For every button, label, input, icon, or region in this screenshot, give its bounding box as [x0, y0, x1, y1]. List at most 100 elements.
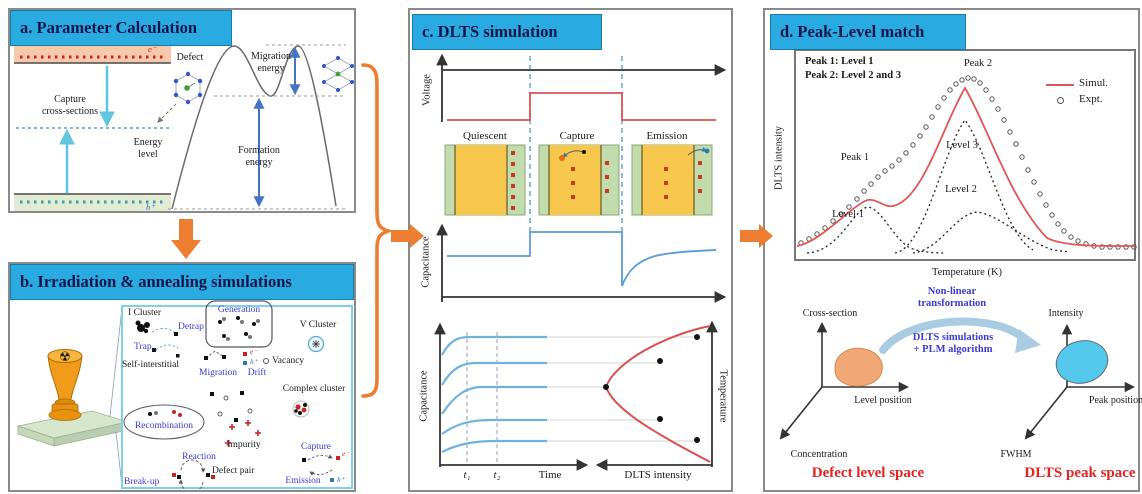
phase-capture-label: Capture — [559, 130, 595, 142]
t2-label: t₂ — [493, 469, 501, 481]
note-peak1: Peak 1: Level 1 — [805, 56, 874, 67]
peak1-label: Peak 1 — [840, 152, 870, 163]
defect-label: Defect — [176, 52, 204, 63]
brace-ab-group — [361, 63, 394, 398]
level3-label: Level 3 — [946, 140, 978, 151]
emission-label: Emission — [285, 476, 321, 486]
capture-electron-dot — [336, 456, 340, 460]
detrap-label: Detrap — [178, 322, 204, 332]
radiation-source: ☢ — [47, 349, 83, 421]
panel-b-title: b. Irradiation & annealing simulations — [20, 272, 292, 291]
migration-label: Migration — [199, 368, 237, 378]
capture-electron-symbol: e⁻ — [342, 449, 350, 458]
process-box — [121, 305, 353, 489]
trap-label: Trap — [134, 342, 152, 352]
legend-expt-marker — [1057, 97, 1064, 104]
concentration-axis-label: Concentration — [790, 449, 848, 460]
recombination-label: Recombination — [134, 421, 194, 431]
transformation-arc-head — [1015, 329, 1041, 353]
complex-cluster-icon — [292, 400, 310, 418]
peak-space-blob — [1055, 340, 1109, 384]
panel-dlts-simulation: c. DLTS simulation Voltage Quiescent Cap… — [408, 8, 733, 492]
defect-pointer-arrow — [157, 103, 177, 123]
valence-band — [14, 193, 171, 211]
migration-icon — [205, 350, 225, 359]
panel-d-title: d. Peak-Level match — [780, 22, 925, 41]
nonlinear-transformation-label: Non-linear transformation — [917, 286, 987, 310]
defect-molecule-icon — [173, 71, 203, 105]
cross-section-axis-label: Cross-section — [802, 308, 858, 319]
dlts-sample-points — [603, 334, 700, 443]
expt-data-points — [798, 75, 1137, 250]
electron-symbol: e⁻ — [148, 44, 157, 54]
vacancy-icon — [263, 358, 269, 364]
t1-label: t₁ — [463, 469, 471, 481]
panel-b-graphics: ☢ — [16, 300, 353, 490]
legend-simul-line — [1046, 84, 1074, 86]
recombination-dot — [148, 412, 152, 416]
time-axis-label: Time — [538, 469, 562, 481]
emission-hole-dot — [330, 478, 334, 482]
capture-trap-dot — [302, 458, 306, 462]
intensity-axis-label: Intensity — [1048, 308, 1084, 319]
v-cluster-label: V Cluster — [299, 320, 337, 330]
recombination-dot — [178, 413, 182, 417]
hole-symbol: h⁺ — [146, 202, 155, 212]
recombination-dot — [154, 411, 158, 415]
temperature-axis-label: Temperature — [717, 369, 729, 423]
device-capture — [538, 144, 620, 216]
device-emission — [631, 144, 713, 216]
level2-curve — [912, 211, 1071, 254]
recombination-ellipse — [123, 404, 205, 440]
i-cluster-label: I Cluster — [128, 308, 161, 318]
conduction-band — [14, 42, 171, 64]
generation-box — [205, 300, 273, 348]
panel-peak-level-match: d. Peak-Level match DLTS intensity Peak … — [763, 8, 1142, 492]
phase-quiescent-label: Quiescent — [463, 130, 507, 142]
capture-label: Capture — [300, 442, 332, 452]
interstitial-dot — [176, 354, 180, 358]
dlts-intensity-y-label: DLTS intensity — [773, 125, 785, 191]
transformation-arc — [879, 317, 1029, 354]
temperature-x-label: Temperature (K) — [931, 267, 1003, 278]
scattered-defects — [210, 391, 253, 422]
drift-electron-dot — [243, 352, 247, 356]
reaction-label: Reaction — [182, 452, 216, 462]
panel-irradiation-annealing: ☢ — [8, 262, 356, 492]
capacitance-axis-label-2: Capacitance — [418, 370, 430, 422]
capture-cross-sections-label: Capture cross-sections — [41, 94, 99, 117]
radiation-trefoil-icon: ☢ — [59, 349, 71, 364]
transient-gridlines — [547, 336, 697, 442]
arrow-a-to-b — [171, 219, 201, 259]
panel-c-graphics — [434, 53, 727, 471]
capacitance-transients — [441, 335, 547, 453]
dlts-plm-algorithm-label: DLTS simulations + PLM algorithm — [912, 332, 994, 356]
note-peak2: Peak 2: Level 2 and 3 — [805, 70, 901, 81]
reaction-cycle-icon — [178, 459, 206, 490]
level1-label: Level 1 — [832, 209, 864, 220]
emission-hole-symbol: h⁺ — [337, 475, 345, 484]
sample-slab — [16, 410, 130, 447]
defect-pair-dot — [172, 473, 176, 477]
fwhm-axis-label: FWHM — [1000, 449, 1032, 460]
vacancy-label: Vacancy — [272, 356, 305, 366]
panel-b-header: b. Irradiation & annealing simulations — [10, 264, 354, 300]
panel-a-graphics — [14, 42, 354, 211]
interstitial-dot — [174, 332, 178, 336]
voltage-axis-label: Voltage — [421, 74, 433, 106]
level-position-axis-label: Level position — [854, 395, 912, 406]
complex-cluster-label: Complex cluster — [282, 384, 346, 394]
defect-pair-dot — [211, 475, 215, 479]
legend-simul-label: Simul. — [1079, 77, 1109, 89]
self-interstitial-label: Self-interstitial — [122, 360, 179, 370]
migration-dot — [204, 356, 208, 360]
i-cluster-icon — [135, 320, 150, 334]
energy-level-label: Energy level — [133, 137, 163, 160]
impurity-icons — [225, 420, 261, 446]
capture-emission-icon — [307, 454, 333, 476]
interstitial-dot — [152, 348, 156, 352]
legend-expt-label: Expt. — [1079, 93, 1103, 105]
drift-hole-dot — [243, 361, 247, 365]
drift-electron-symbol: e⁻ — [250, 347, 258, 356]
